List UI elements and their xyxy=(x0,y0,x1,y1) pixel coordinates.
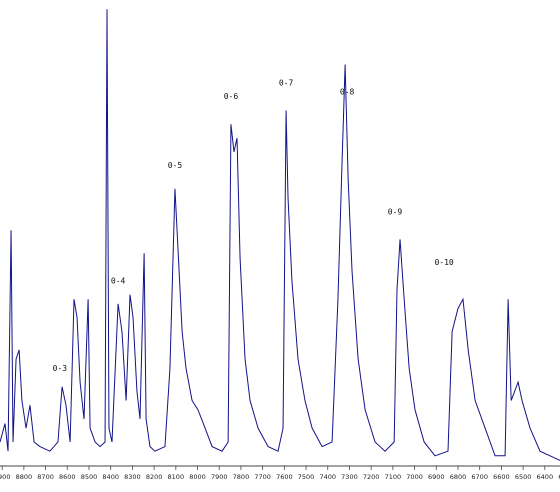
x-tick-label: 6900 xyxy=(428,473,445,481)
x-tick-label: 8300 xyxy=(124,473,141,481)
x-tick-label: 8900 xyxy=(0,473,10,481)
band-label: 0-8 xyxy=(340,88,355,97)
x-tick-label: 7300 xyxy=(341,473,358,481)
x-tick-label: 6700 xyxy=(471,473,488,481)
band-label: 0-3 xyxy=(53,364,68,373)
x-tick-label: 7500 xyxy=(298,473,315,481)
spectrum-line xyxy=(0,9,560,461)
x-tick-label: 8800 xyxy=(16,473,33,481)
x-tick-label: 6300 xyxy=(558,473,560,481)
band-label: 0-6 xyxy=(224,92,239,101)
x-tick-label: 8600 xyxy=(59,473,76,481)
x-tick-label: 7800 xyxy=(233,473,250,481)
x-tick-label: 6800 xyxy=(450,473,467,481)
x-tick-label: 8700 xyxy=(37,473,54,481)
x-tick-label: 7000 xyxy=(406,473,423,481)
x-tick-label: 6400 xyxy=(537,473,554,481)
x-tick-label: 8100 xyxy=(168,473,185,481)
x-tick-label: 6500 xyxy=(515,473,532,481)
x-tick-label: 6600 xyxy=(493,473,510,481)
x-tick-label: 8200 xyxy=(146,473,163,481)
x-tick-label: 7100 xyxy=(385,473,402,481)
band-label: 0-9 xyxy=(388,207,403,216)
x-tick-label: 7600 xyxy=(276,473,293,481)
band-label: 0-7 xyxy=(279,78,294,87)
x-tick-label: 7700 xyxy=(254,473,271,481)
band-label: 0-10 xyxy=(434,258,453,267)
x-tick-label: 7200 xyxy=(363,473,380,481)
x-tick-label: 8500 xyxy=(81,473,98,481)
x-tick-label: 7900 xyxy=(211,473,228,481)
band-label: 0-4 xyxy=(111,276,126,285)
x-tick-label: 8400 xyxy=(102,473,119,481)
x-tick-label: 7400 xyxy=(319,473,336,481)
x-tick-label: 8000 xyxy=(189,473,206,481)
band-label: 0-5 xyxy=(168,161,183,170)
